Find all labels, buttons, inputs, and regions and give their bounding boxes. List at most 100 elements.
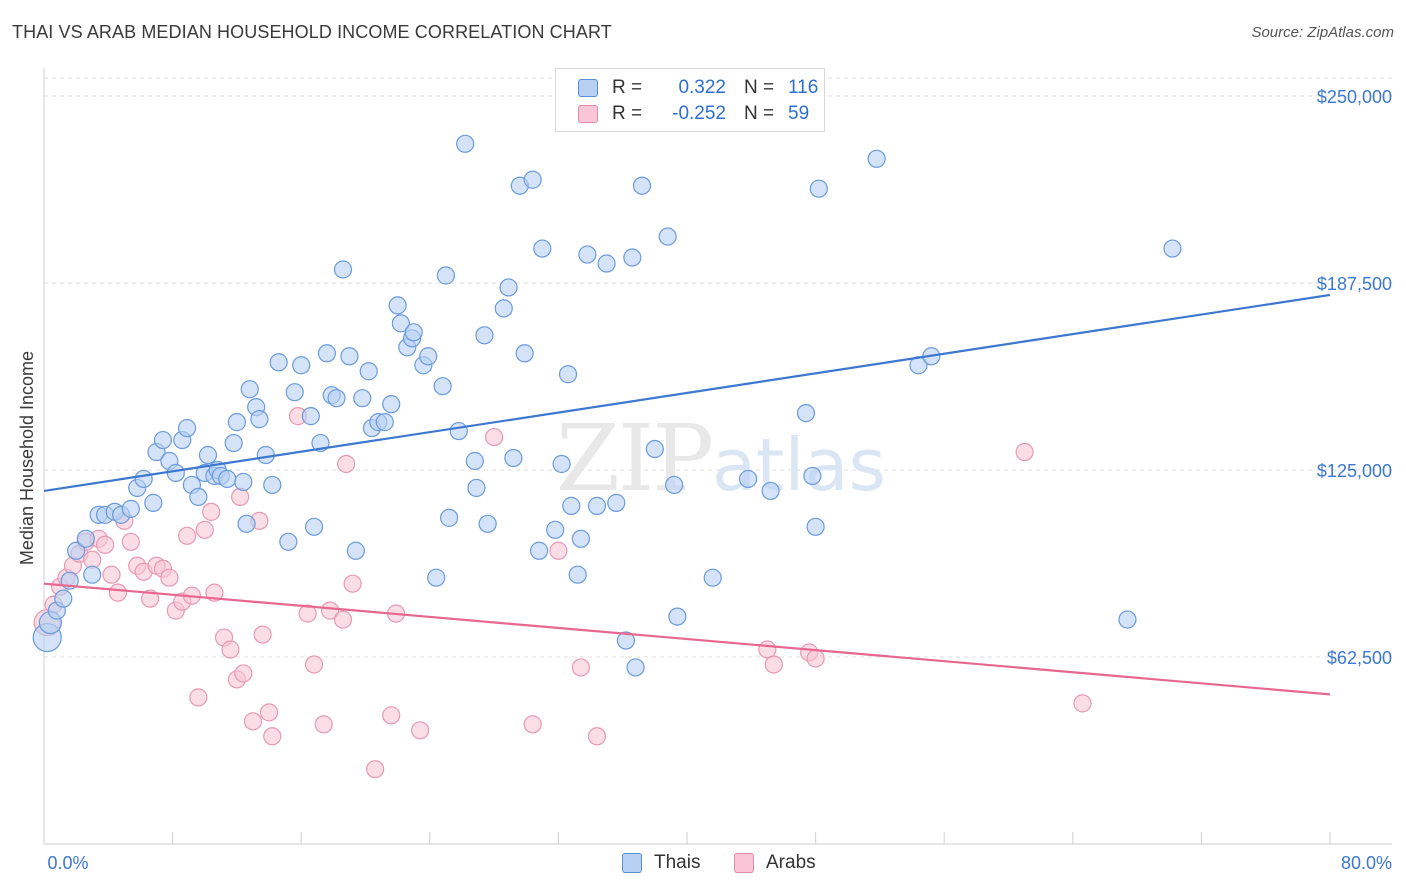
thais-point [134,469,153,489]
thais-point [738,469,758,489]
thais-point [388,296,407,315]
legend-item-thais[interactable]: Thais [622,852,700,874]
watermark-zip: ZIP [556,405,712,512]
arabs-point [108,583,128,602]
legend-item-arabs[interactable]: Arabs [734,852,816,874]
arabs-point [337,454,356,474]
y-tick-label: $125,000 [1317,461,1392,481]
axes [43,68,1392,845]
legend-swatch-thais [622,853,642,873]
legend-n-label: N = [744,103,775,124]
thais-point [153,430,173,450]
thais-point [530,541,549,560]
arabs-point [411,721,430,740]
arabs-point [298,604,317,623]
arabs-point [333,610,353,629]
thais-point [449,421,468,441]
thais-point [269,353,288,372]
arabs-point [382,706,401,725]
thais-point [292,356,311,375]
arabs-point [321,601,340,620]
thais-point [333,260,353,279]
thais-point [340,347,359,366]
source-label: Source: ZipAtlas.com [1251,24,1394,41]
arabs-point [95,535,115,554]
thais-point [404,323,423,342]
thais-point [568,565,587,584]
thais-point [237,514,256,533]
thais-point [83,565,102,584]
thais-point [523,170,542,189]
legend-n-value: 59 [788,103,810,124]
thais-point [658,227,677,246]
series-legend: Thais Arabs [0,852,1406,878]
thais-point [578,245,597,264]
thais-point [346,541,365,560]
legend-r-label: R = [612,103,643,124]
thais-point [240,380,259,399]
thais-point [456,134,475,153]
thais-point [144,493,163,512]
thais-point [796,404,816,423]
thais-point [224,433,243,453]
thais-point [54,589,73,608]
y-tick-label: $250,000 [1317,87,1392,107]
y-axis-label: Median Household Income [17,351,37,565]
x-tick-label: 0.0% [47,853,88,873]
thais-point [359,362,378,381]
arabs-point [177,526,197,545]
thais-point [504,448,523,468]
thais-point [607,493,626,512]
thais-point [867,149,886,168]
thais-point [227,413,246,432]
arabs-trend-line [43,582,1331,696]
thais-point [616,631,636,650]
thais-point [494,299,513,318]
thais-point [499,278,518,297]
thais-point [761,481,780,501]
x-tick-label: 80.0% [1341,853,1392,873]
thais-point [1118,610,1137,629]
arabs-point [234,664,253,683]
thais-point [626,658,645,677]
chart-title: THAI VS ARAB MEDIAN HOUSEHOLD INCOME COR… [12,22,612,42]
legend-r-value: 0.322 [678,77,726,98]
legend-swatch-arabs [578,105,598,123]
thais-point [587,496,607,515]
arabs-point [140,589,160,608]
thais-point [279,532,298,551]
legend-row-thais: R = 0.322 N = 116 [578,76,818,100]
thais-point [327,389,346,408]
thais-point [177,418,197,438]
legend-swatch-arabs [734,853,754,873]
thais-point [234,472,253,492]
arabs-point [366,760,385,779]
arabs-point [243,712,263,731]
thais-point [562,496,581,515]
thais-point [558,365,578,384]
thais-point [533,239,552,258]
thais-point [256,445,275,465]
legend-r-value: -0.252 [672,103,726,124]
thais-point [467,478,486,498]
thais-point [317,344,337,363]
watermark: ZIP atlas [556,405,886,512]
thais-point [67,541,86,560]
thais-point [475,326,494,345]
correlation-legend: R = 0.322 N = 116 R = -0.252 N = 59 [555,68,825,132]
thais-point [121,499,140,518]
y-tick-label: $187,500 [1317,274,1392,294]
arabs-point [587,727,607,746]
watermark-atlas: atlas [712,423,886,507]
axis-labels: $62,500 $125,000 $187,500 $250,000 0.0% 80.0%… [17,87,1392,873]
thais-point [515,344,534,363]
arabs-point [259,703,279,722]
arabs-point [485,427,504,447]
arabs-point [549,541,568,560]
legend-n-value: 116 [788,77,819,98]
gridlines [44,77,1392,658]
thais-point [375,413,394,432]
thais-point [597,254,616,273]
thais-point [263,475,282,495]
arabs-point [806,649,825,668]
